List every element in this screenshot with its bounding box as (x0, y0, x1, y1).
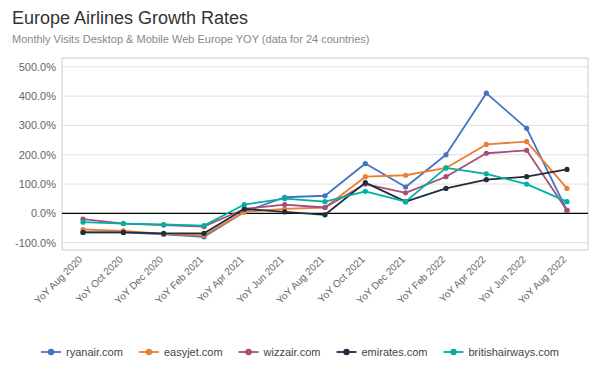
series-group (80, 91, 569, 240)
point (322, 205, 327, 210)
legend-item: easyjet.com (139, 346, 223, 358)
series-line (83, 142, 567, 236)
legend-marker (146, 349, 152, 355)
legend-marker (450, 349, 456, 355)
x-tick-label: YoY Aug 2022 (516, 253, 569, 306)
y-tick-label: 200.0% (19, 149, 57, 161)
point (201, 223, 206, 228)
legend-marker (343, 349, 349, 355)
point (121, 230, 126, 235)
point (564, 186, 569, 191)
point (322, 199, 327, 204)
point (524, 139, 529, 144)
point (161, 222, 166, 227)
point (282, 196, 287, 201)
point (121, 221, 126, 226)
legend-item: emirates.com (337, 346, 428, 358)
series-line (83, 168, 567, 226)
point (564, 167, 569, 172)
point (121, 230, 126, 235)
grid-line (62, 125, 588, 126)
point (484, 91, 489, 96)
plot-frame (62, 58, 588, 250)
legend-marker (48, 349, 54, 355)
point (322, 193, 327, 198)
point (564, 199, 569, 204)
point (322, 205, 327, 210)
point (322, 212, 327, 217)
point (443, 165, 448, 170)
point (443, 152, 448, 157)
point (484, 142, 489, 147)
point (363, 161, 368, 166)
chart: Europe Airlines Growth Rates Monthly Visi… (0, 0, 600, 371)
legend-item: wizzair.com (239, 346, 321, 358)
legend-label: easyjet.com (164, 346, 223, 358)
subtitle: Monthly Visits Desktop & Mobile Web Euro… (12, 33, 369, 45)
point (363, 174, 368, 179)
point (403, 199, 408, 204)
point (80, 230, 85, 235)
point (363, 180, 368, 185)
legend: ryanair.com easyjet.com wizzair.com emirate… (41, 346, 559, 358)
point (443, 186, 448, 191)
series-line (83, 93, 567, 237)
legend-item: ryanair.com (41, 346, 123, 358)
point (484, 171, 489, 176)
point (121, 221, 126, 226)
point (161, 231, 166, 236)
series (80, 139, 569, 238)
y-tick-label: 100.0% (19, 178, 57, 190)
legend-label: britishairways.com (469, 346, 559, 358)
y-tick-label: 0.0% (31, 207, 56, 219)
point (524, 181, 529, 186)
grid-line (62, 154, 588, 155)
y-tick-label: -100.0% (15, 237, 56, 249)
point (363, 189, 368, 194)
point (161, 231, 166, 236)
legend-label: emirates.com (362, 346, 428, 358)
series (80, 165, 569, 228)
point (80, 230, 85, 235)
legend-item: britishairways.com (444, 346, 559, 358)
grid-line (62, 184, 588, 185)
point (484, 151, 489, 156)
series (80, 148, 569, 229)
series (80, 91, 569, 240)
y-grid (62, 67, 588, 243)
point (201, 224, 206, 229)
point (282, 202, 287, 207)
point (564, 208, 569, 213)
title: Europe Airlines Growth Rates (12, 8, 248, 28)
series (80, 167, 569, 236)
point (524, 126, 529, 131)
point (403, 184, 408, 189)
point (201, 231, 206, 236)
point (524, 148, 529, 153)
point (484, 177, 489, 182)
y-tick-label: 400.0% (19, 90, 57, 102)
point (443, 174, 448, 179)
grid-line (62, 242, 588, 243)
point (80, 220, 85, 225)
point (282, 209, 287, 214)
series-line (83, 150, 567, 226)
point (564, 208, 569, 213)
point (242, 202, 247, 207)
point (403, 190, 408, 195)
legend-label: ryanair.com (66, 346, 123, 358)
point (403, 199, 408, 204)
y-tick-label: 500.0% (19, 61, 57, 73)
legend-label: wizzair.com (263, 346, 321, 358)
point (161, 222, 166, 227)
legend-marker (245, 349, 251, 355)
grid-line (62, 66, 588, 67)
y-tick-label: 300.0% (19, 119, 57, 131)
point (443, 165, 448, 170)
point (403, 173, 408, 178)
point (524, 174, 529, 179)
grid-line (62, 96, 588, 97)
